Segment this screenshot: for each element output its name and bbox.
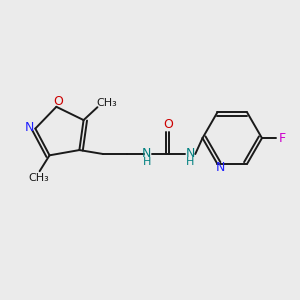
Text: O: O	[164, 118, 173, 131]
Text: O: O	[53, 95, 63, 108]
Text: H: H	[186, 157, 194, 167]
Text: H: H	[142, 157, 151, 167]
Text: CH₃: CH₃	[28, 173, 49, 183]
Text: N: N	[216, 161, 225, 174]
Text: N: N	[186, 146, 195, 160]
Text: N: N	[25, 121, 34, 134]
Text: CH₃: CH₃	[96, 98, 117, 108]
Text: F: F	[279, 132, 286, 145]
Text: N: N	[142, 146, 152, 160]
